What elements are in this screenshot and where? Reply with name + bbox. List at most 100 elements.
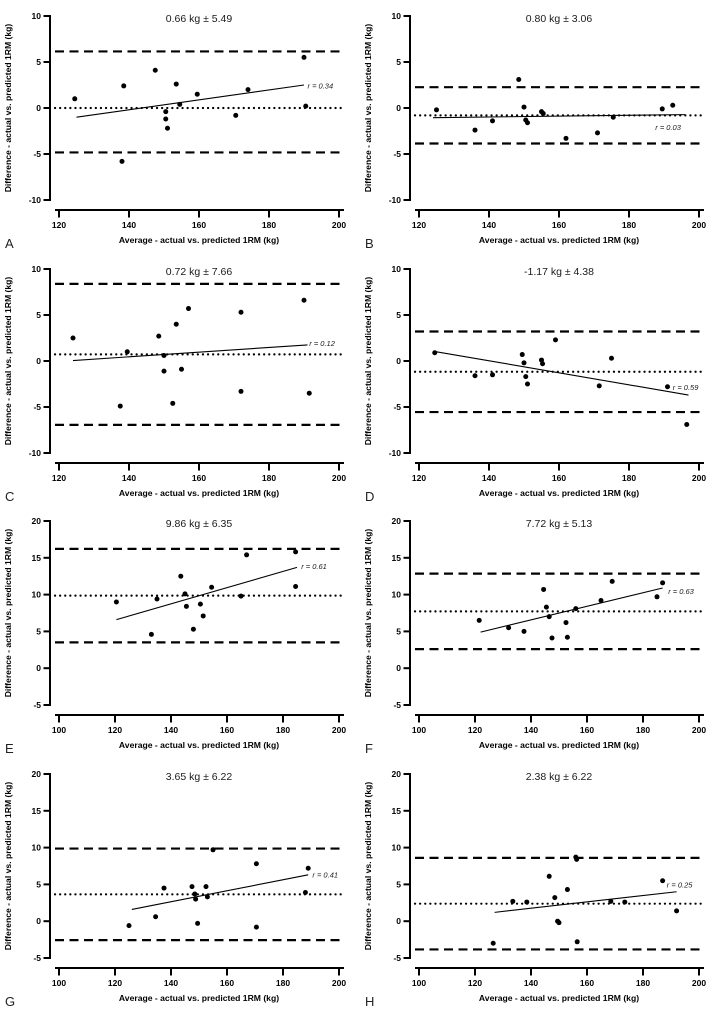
y-tick-label: 15 — [32, 553, 42, 563]
panel-cell-e: -5 0 5 10 15 20 100 120 140 160 180 200 9.86 kg ± 6.… — [0, 505, 360, 758]
y-axis-title: Difference - actual vs. predicted 1RM (k… — [363, 276, 373, 445]
data-point — [194, 91, 200, 97]
panel-cell-d: -10 -5 0 5 10 120 140 160 180 200 -1.17 kg ± 4.38 r… — [360, 253, 721, 506]
x-tick-label: 180 — [276, 978, 290, 988]
x-tick-label: 180 — [262, 473, 276, 483]
x-tick-label: 140 — [482, 220, 496, 230]
bland-altman-panel-a: -10 -5 0 5 10 120 140 160 180 200 0.66 kg ± 5.49 r … — [3, 11, 346, 251]
data-point — [153, 913, 159, 919]
r-value-label: r = 0.03 — [655, 123, 681, 132]
panel-title: 7.72 kg ± 5.13 — [526, 518, 593, 530]
x-tick-label: 120 — [412, 473, 426, 483]
x-tick-label: 120 — [52, 473, 66, 483]
bland-altman-panel-c: -10 -5 0 5 10 120 140 160 180 200 0.72 kg ± 7.66 r … — [3, 264, 346, 504]
data-point — [190, 626, 196, 632]
panel-letter: H — [365, 994, 374, 1009]
data-point — [609, 578, 615, 584]
x-tick-label: 100 — [412, 725, 426, 735]
x-tick-label: 160 — [580, 725, 594, 735]
data-point — [301, 297, 307, 303]
panel-title: 0.72 kg ± 7.66 — [166, 266, 233, 278]
x-tick-label: 140 — [482, 473, 496, 483]
data-point — [598, 597, 604, 603]
data-point — [660, 580, 666, 586]
x-tick-label: 100 — [412, 978, 426, 988]
data-point — [245, 87, 251, 93]
y-tick-label: 0 — [396, 916, 401, 926]
data-point — [564, 886, 570, 892]
y-tick-label: 10 — [392, 264, 402, 274]
y-axis-title: Difference - actual vs. predicted 1RM (k… — [363, 24, 373, 193]
y-tick-label: -10 — [389, 195, 402, 205]
x-tick-label: 140 — [524, 978, 538, 988]
y-tick-label: 0 — [396, 356, 401, 366]
x-tick-label: 200 — [332, 220, 346, 230]
y-tick-label: -5 — [393, 402, 401, 412]
data-point — [574, 856, 580, 862]
data-point — [253, 860, 259, 866]
trend-line — [494, 890, 677, 913]
panel-letter: F — [365, 741, 373, 756]
x-axis-title: Average - actual vs. predicted 1RM (kg) — [479, 235, 639, 245]
data-point — [521, 359, 527, 365]
panel-letter: B — [365, 236, 374, 251]
data-point — [546, 614, 552, 620]
r-value-label: r = 0.41 — [312, 870, 338, 879]
data-point — [525, 381, 530, 386]
bland-altman-panel-d: -10 -5 0 5 10 120 140 160 180 200 -1.17 kg ± 4.38 r… — [363, 264, 706, 504]
y-tick-label: -10 — [29, 448, 42, 458]
data-point — [684, 421, 690, 427]
y-tick-label: 20 — [32, 769, 42, 779]
data-point — [659, 106, 665, 112]
y-axis-title: Difference - actual vs. predicted 1RM (k… — [3, 24, 13, 193]
y-tick-label: 10 — [32, 264, 42, 274]
data-point — [178, 573, 184, 579]
r-value-label: r = 0.12 — [309, 339, 335, 348]
data-point — [490, 940, 496, 946]
data-point — [156, 333, 162, 339]
data-point — [549, 635, 555, 641]
bland-altman-panel-g: -5 0 5 10 15 20 100 120 140 160 180 200 3.65 kg ± 6.… — [3, 769, 346, 1009]
y-tick-label: -5 — [33, 700, 41, 710]
panel-letter: C — [5, 489, 14, 504]
data-point — [434, 107, 439, 113]
data-point — [204, 893, 210, 899]
y-tick-label: -5 — [33, 402, 41, 412]
data-point — [161, 352, 167, 358]
data-point — [293, 549, 299, 555]
x-tick-label: 120 — [412, 220, 426, 230]
x-tick-label: 200 — [692, 725, 706, 735]
panel-letter: G — [5, 994, 15, 1009]
data-point — [238, 593, 244, 599]
x-tick-label: 200 — [692, 473, 706, 483]
y-tick-label: 0 — [396, 103, 401, 113]
r-value-label: r = 0.25 — [667, 880, 693, 889]
data-point — [163, 109, 169, 115]
y-tick-label: 5 — [396, 57, 401, 67]
y-tick-label: 10 — [392, 11, 402, 21]
data-point — [595, 130, 600, 136]
data-point — [674, 907, 680, 913]
panel-cell-g: -5 0 5 10 15 20 100 120 140 160 180 200 3.65 kg ± 6.… — [0, 758, 360, 1010]
data-point — [119, 158, 125, 164]
data-point — [540, 360, 546, 366]
y-tick-label: 15 — [392, 805, 402, 815]
y-tick-label: -5 — [33, 953, 41, 963]
data-point — [303, 103, 309, 109]
data-point — [124, 348, 130, 354]
data-point — [165, 125, 170, 131]
data-point — [472, 372, 478, 378]
x-tick-label: 120 — [468, 978, 482, 988]
panel-title: 0.66 kg ± 5.49 — [166, 13, 233, 25]
data-point — [193, 896, 199, 902]
trend-line — [432, 114, 686, 119]
data-point — [670, 102, 676, 108]
y-tick-label: -5 — [33, 149, 41, 159]
panel-cell-h: -5 0 5 10 15 20 100 120 140 160 180 200 2.38 kg ± 6.… — [360, 758, 721, 1010]
x-tick-label: 180 — [636, 725, 650, 735]
data-point — [608, 898, 614, 904]
x-tick-label: 200 — [332, 978, 346, 988]
x-tick-label: 160 — [580, 978, 594, 988]
data-point — [161, 885, 167, 891]
